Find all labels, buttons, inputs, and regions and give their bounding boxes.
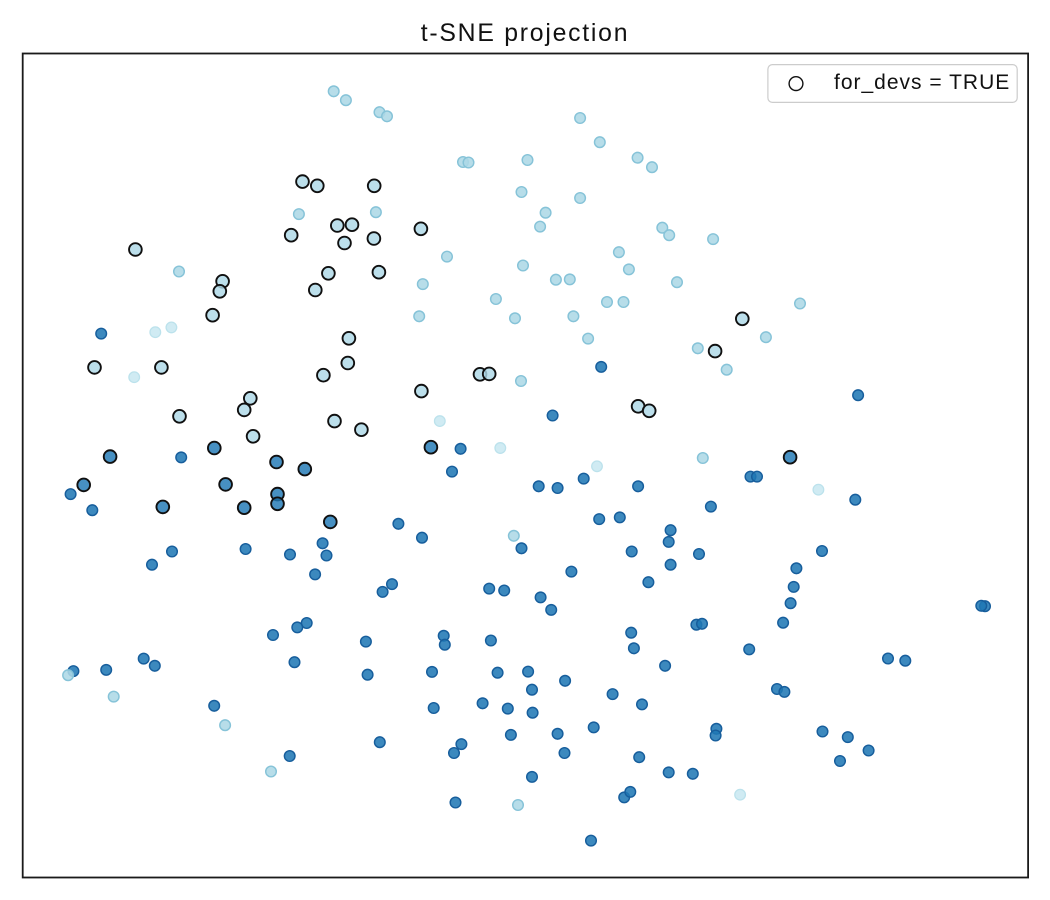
svg-text:for_devs = TRUE: for_devs = TRUE bbox=[834, 71, 1010, 94]
svg-text:t-SNE projection: t-SNE projection bbox=[421, 20, 630, 47]
